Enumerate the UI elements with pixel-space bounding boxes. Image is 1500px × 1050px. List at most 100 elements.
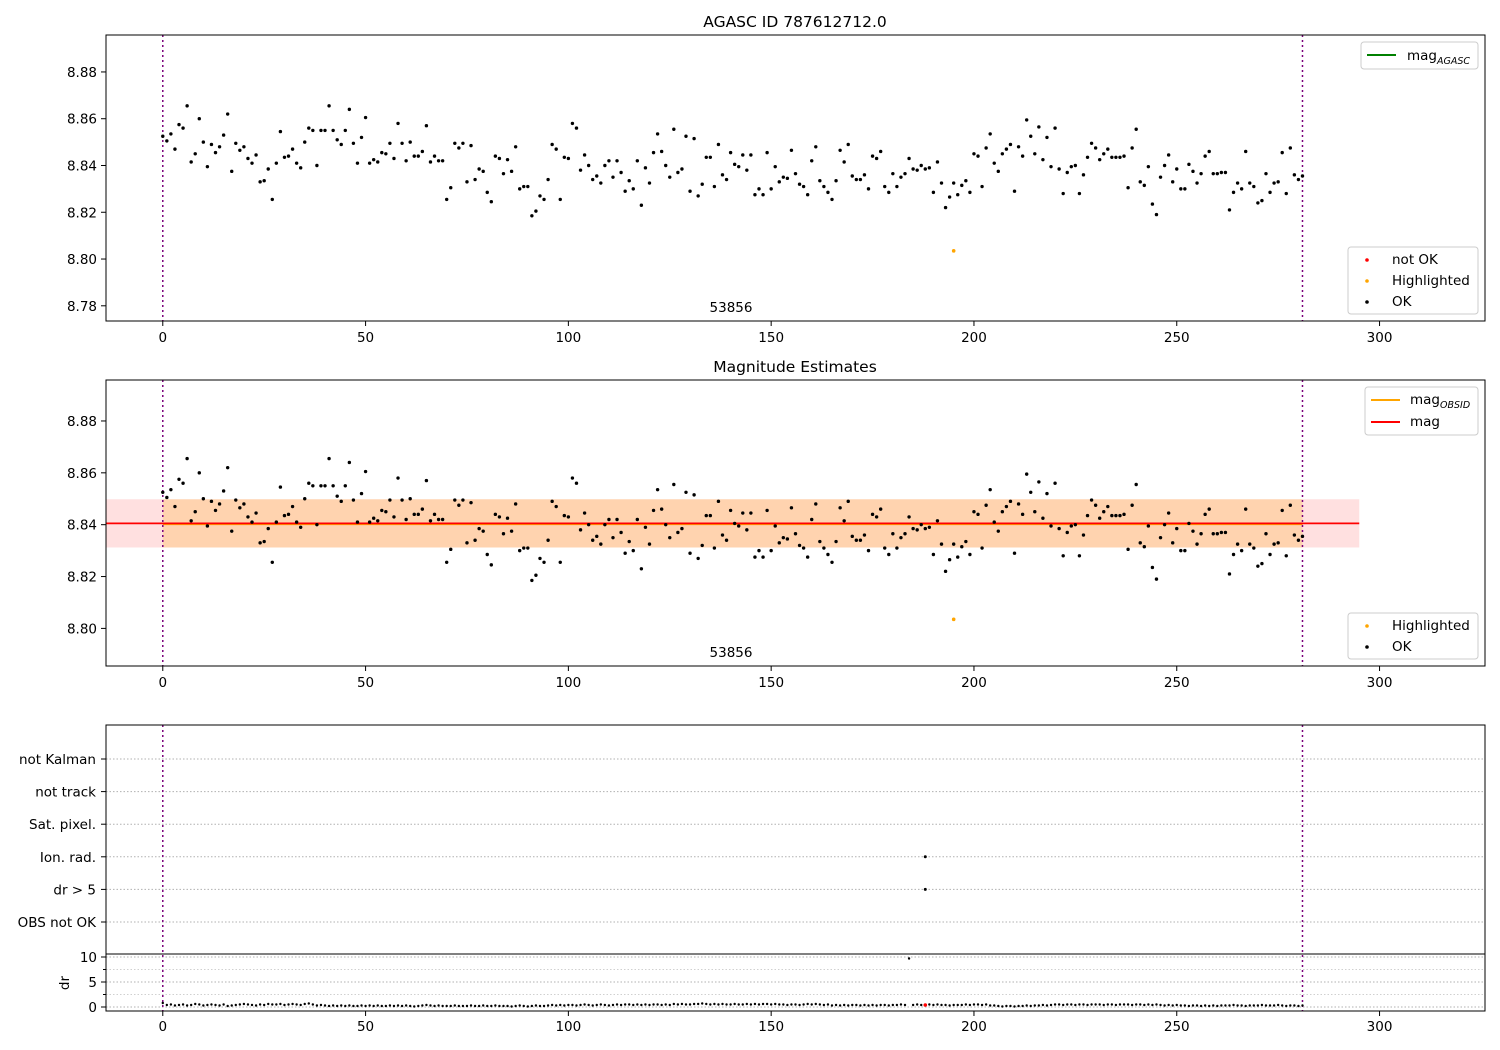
ok-point (538, 556, 542, 561)
ok-point (818, 178, 822, 183)
ok-point (834, 178, 838, 183)
ok-point (984, 146, 988, 150)
ok-point (769, 548, 773, 553)
ok-point (700, 543, 704, 548)
ok-point (1300, 534, 1305, 539)
dr-point (1171, 1004, 1174, 1007)
ok-point (335, 494, 339, 498)
dr-point (717, 1003, 720, 1006)
dr-point (847, 1004, 850, 1007)
dr-point (506, 1004, 509, 1008)
dr-point (701, 1002, 704, 1005)
ok-point (505, 157, 510, 162)
dr-point (940, 1003, 943, 1007)
ok-point (1061, 554, 1065, 558)
dr-point (1236, 1004, 1239, 1007)
ok-point (1049, 524, 1053, 528)
ok-point (899, 535, 903, 540)
dr-point (469, 1004, 473, 1007)
ok-point (927, 525, 932, 529)
dr-point (348, 1004, 351, 1007)
dr-point (656, 1003, 659, 1006)
ok-point (1138, 180, 1142, 184)
ok-point (696, 556, 700, 561)
ok-point (432, 154, 437, 158)
dr-point (283, 1003, 286, 1007)
ok-point (1012, 189, 1017, 193)
dr-point (372, 1004, 375, 1008)
ok-point (522, 184, 526, 189)
dr-point (1187, 1004, 1191, 1008)
legend-agasc-mag: magAGASC (1360, 41, 1479, 70)
ok-point (530, 578, 534, 583)
ok-point (635, 517, 640, 522)
ok-point (384, 152, 388, 156)
ok-point (1284, 191, 1288, 196)
dr-point (1106, 1003, 1110, 1006)
dr-point (262, 1003, 266, 1007)
ok-point (1170, 180, 1175, 184)
ok-point (205, 524, 210, 528)
ok-point (700, 182, 704, 186)
ok-point (1033, 152, 1037, 156)
ok-point (801, 546, 806, 550)
ok-point (550, 142, 554, 147)
ok-point (1195, 542, 1199, 546)
ok-point (217, 145, 222, 149)
ok-point (363, 469, 368, 474)
dr-point (1179, 1004, 1183, 1007)
ok-point (1012, 551, 1017, 555)
ok-point (793, 171, 798, 176)
ok-point (878, 149, 883, 154)
ok-point (643, 525, 648, 529)
legend-magnitude-lines: magOBSID mag (1364, 386, 1479, 436)
ok-point (968, 190, 972, 195)
ok-point (1138, 541, 1142, 545)
ok-point (1037, 125, 1041, 129)
dr-point (327, 1004, 331, 1008)
ok-point (298, 525, 303, 529)
y-tick-label: 8.82 (67, 570, 97, 586)
ok-point (980, 546, 984, 550)
panel-flags-plot-area (161, 725, 1304, 1011)
dr-point (895, 1003, 899, 1007)
legend-label-ok: OK (1392, 639, 1413, 655)
ok-point (1045, 135, 1049, 140)
flag-point (923, 887, 927, 891)
dr-point (684, 1003, 688, 1006)
dr-point (1053, 1003, 1057, 1006)
ok-point (225, 465, 230, 470)
dr-point (1147, 1003, 1150, 1006)
dr-point (473, 1004, 477, 1008)
ok-point (1053, 126, 1057, 130)
dr-point (729, 1003, 732, 1006)
panel-magnitude-estimates-title: Magnitude Estimates (713, 358, 877, 376)
ok-point (213, 508, 218, 513)
ok-point (428, 160, 433, 164)
dr-point (980, 1003, 984, 1007)
ok-point (651, 150, 656, 155)
ok-point (838, 506, 842, 510)
dr-point (453, 1004, 457, 1007)
ok-point (230, 529, 234, 533)
ok-point (688, 551, 692, 555)
ok-point (1276, 541, 1280, 545)
ok-point (988, 132, 992, 136)
ok-point (728, 508, 733, 513)
dr-point (234, 1003, 237, 1007)
ok-point (586, 522, 591, 527)
dr-point (1268, 1004, 1272, 1007)
ok-point (915, 168, 919, 172)
dr-point (920, 1003, 923, 1007)
dr-point (181, 1003, 185, 1006)
dr-point (254, 1004, 258, 1007)
ok-point (1264, 532, 1268, 536)
ok-point (485, 552, 489, 557)
dr-point (1220, 1004, 1223, 1007)
dr-point (1228, 1004, 1231, 1007)
dr-point (713, 1002, 716, 1006)
dr-point (956, 1003, 959, 1007)
x-tick-label: 150 (758, 675, 784, 691)
ok-point (497, 156, 502, 161)
dr-point (668, 1003, 671, 1007)
